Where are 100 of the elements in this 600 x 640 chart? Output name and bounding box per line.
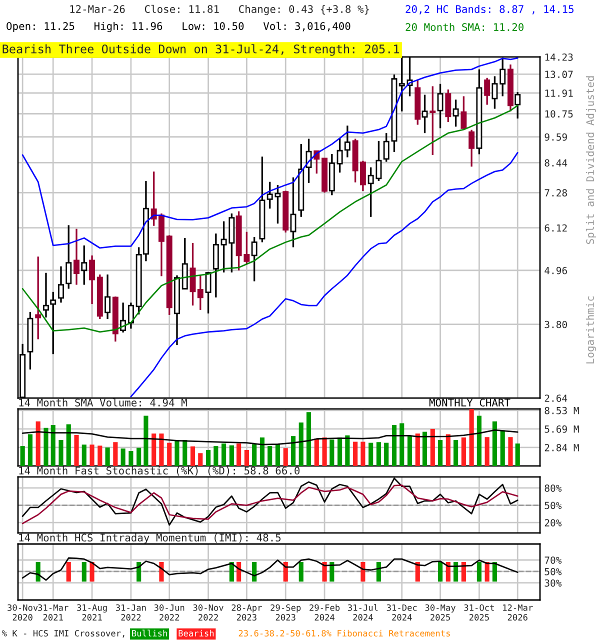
bar — [198, 453, 203, 466]
y-tick-label: 50% — [544, 568, 562, 576]
bar — [322, 437, 327, 466]
y-tick-label: 9.59 — [544, 133, 567, 141]
y-tick-label: 5.69 M — [544, 425, 579, 433]
bar — [190, 446, 196, 466]
bar — [415, 434, 420, 466]
x-tick-label: 30-May 2025 — [425, 604, 456, 621]
bar — [28, 434, 32, 466]
candlestick — [197, 274, 204, 311]
candlestick — [66, 224, 72, 290]
bar — [283, 448, 288, 466]
bar — [44, 428, 48, 466]
bar — [500, 430, 505, 466]
x-tick-label: 29-Sep 2023 — [270, 604, 301, 621]
bar — [338, 437, 342, 466]
bar — [159, 434, 164, 466]
bar — [136, 448, 142, 466]
text: 20,2 HC Bands: 8.87 , 14.15 — [406, 4, 574, 14]
line-series — [22, 484, 518, 524]
candlestick — [50, 291, 56, 355]
bar — [268, 446, 272, 466]
candlestick — [89, 254, 96, 305]
candlestick — [460, 95, 467, 130]
x-tick-label: 30-Nov 2022 — [193, 604, 224, 621]
bar — [36, 421, 40, 466]
chart-subtitle: 12-Mar-26 Close: 11.81 Change: 0.43 {+3.8 %} — [70, 4, 369, 16]
bar — [454, 440, 458, 466]
candlestick — [290, 176, 296, 248]
y-tick-label: 2.84 M — [544, 444, 579, 452]
text: 23.6-38.2-50-61.8% Fibonacci Retracements — [238, 630, 450, 637]
bar — [152, 434, 156, 466]
bar — [58, 440, 64, 466]
x-tick-label: 30-Jun 2022 — [154, 604, 184, 621]
candlestick — [383, 132, 390, 163]
candlestick — [492, 75, 498, 110]
line-series — [22, 57, 518, 249]
bar — [407, 436, 412, 466]
bar — [290, 436, 296, 466]
candlestick — [437, 83, 444, 130]
x-tick-label: 31-Mar 2021 — [38, 604, 68, 621]
bar — [98, 446, 102, 466]
candlestick — [430, 85, 436, 156]
bar — [128, 450, 134, 466]
candlestick — [445, 88, 452, 123]
bar — [182, 440, 188, 466]
y-tick-label: 11.91 — [545, 90, 573, 97]
x-tick-label: 12-Mar 2026 — [503, 604, 533, 621]
bar — [476, 416, 482, 466]
bar — [515, 444, 520, 466]
bar — [384, 442, 389, 466]
x-tick-label: 31-Oct 2025 — [464, 604, 494, 621]
candlestick — [514, 91, 521, 120]
chart-title: 14 Month SMA Volume: 4.94 M — [19, 398, 187, 407]
bar — [492, 421, 498, 466]
y-tick-label: 8.53 M — [544, 406, 579, 414]
text: 20 Month SMA: 11.20 — [406, 22, 524, 32]
bar — [461, 437, 466, 466]
bar — [50, 424, 56, 466]
text: Open: 11.25 High: 11.96 Low: 10.50 Vol: 3,016,400 — [6, 22, 350, 32]
bar — [229, 445, 234, 466]
candlestick — [35, 256, 42, 340]
candlestick — [452, 98, 459, 128]
candlestick — [81, 244, 88, 286]
bar — [438, 440, 443, 466]
candlestick — [484, 77, 490, 106]
text: Logarithmic — [586, 296, 596, 364]
y-tick-label: 2.64 — [544, 394, 568, 402]
bar — [422, 432, 428, 466]
bar — [376, 442, 382, 466]
bar — [446, 434, 450, 466]
candlestick — [74, 228, 80, 286]
x-tick-label: 31-Dec 2024 — [386, 604, 417, 621]
bar — [508, 437, 513, 466]
x-tick-label: 30-Nov 2020 — [8, 604, 38, 621]
bar — [400, 423, 404, 466]
chart-title: Bearish Three Outside Down on 31-Jul-24, Strength: 205.1 — [2, 44, 400, 56]
bar — [298, 422, 304, 466]
legend-title: % K - HCS IMI Crossover, — [2, 630, 124, 638]
y-tick-label: 4.96 — [544, 266, 567, 274]
bar — [236, 444, 242, 466]
line-series — [22, 557, 518, 581]
x-tick-label: 31-Aug 2021 — [77, 604, 107, 621]
candlestick — [104, 274, 111, 320]
bar — [105, 447, 110, 466]
bar — [345, 435, 350, 466]
bar — [260, 437, 264, 466]
bar — [469, 408, 474, 466]
text: Bullish — [132, 630, 167, 637]
bar — [20, 446, 25, 466]
candlestick — [43, 272, 49, 318]
y-tick-label: 80% — [544, 484, 562, 492]
bar — [214, 446, 218, 466]
bar — [244, 450, 249, 466]
y-tick-label: 6.12 — [544, 224, 567, 232]
line-series — [130, 152, 518, 398]
bar — [82, 444, 86, 466]
y-tick-label: 13.07 — [545, 70, 573, 78]
bar — [222, 444, 226, 466]
bar — [252, 444, 257, 466]
